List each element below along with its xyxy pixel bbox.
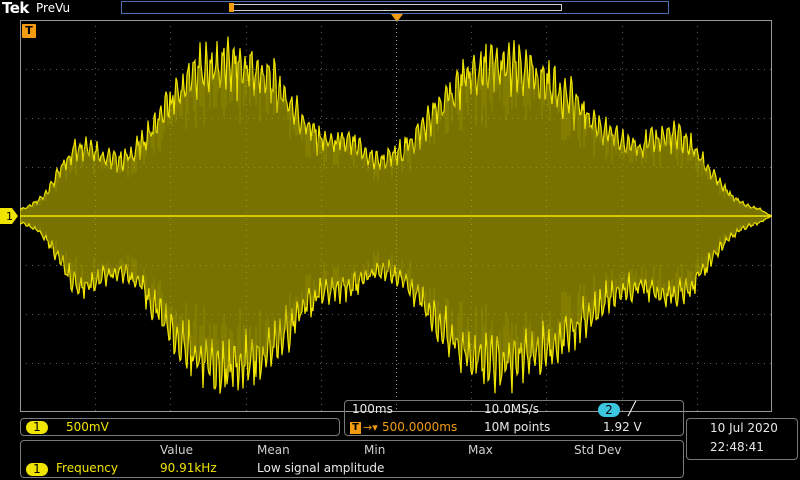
measurement-channel-badge[interactable]: 1 — [26, 463, 48, 476]
waveform-graticule[interactable] — [20, 20, 772, 412]
sample-rate-value: 10.0MS/s — [484, 402, 539, 416]
horizontal-trigger-panel[interactable] — [344, 400, 684, 436]
record-overview-bar[interactable] — [121, 1, 669, 14]
measurement-header-value: Value — [160, 443, 193, 457]
brand-logo: Tek — [2, 0, 29, 17]
timebase-value: 100ms — [352, 402, 393, 416]
measurement-header-min: Min — [364, 443, 386, 457]
time-display: 22:48:41 — [710, 440, 764, 454]
status-bar: Tek PreVu — [0, 0, 800, 17]
channel-settings-panel[interactable] — [20, 418, 340, 436]
measurement-panel[interactable] — [20, 440, 684, 478]
record-length-value: 10M points — [484, 420, 551, 434]
delay-trigger-icon: T — [350, 422, 361, 434]
rising-edge-icon: ╱ — [628, 402, 636, 417]
measurement-header-max: Max — [468, 443, 493, 457]
date-display: 10 Jul 2020 — [710, 421, 778, 435]
ch1-ground-marker[interactable]: 1 — [0, 208, 18, 224]
record-trigger-marker — [229, 3, 234, 12]
ch1-waveform — [20, 36, 772, 394]
ch1-badge[interactable]: 1 — [26, 421, 48, 434]
measurement-header-mean: Mean — [257, 443, 290, 457]
measurement-name[interactable]: Frequency — [56, 461, 118, 475]
clock-panel — [686, 418, 798, 460]
delay-arrow-icon: →▾ — [363, 421, 378, 434]
trigger-source-badge[interactable]: 2 — [598, 403, 620, 417]
trigger-level-value: 1.92 V — [603, 420, 642, 434]
measurement-header-std-dev: Std Dev — [574, 443, 622, 457]
trigger-position-marker[interactable] — [391, 14, 403, 22]
trigger-time-marker[interactable]: T — [22, 24, 36, 38]
measurement-value: 90.91kHz — [160, 461, 217, 475]
acquisition-mode: PreVu — [36, 1, 71, 15]
measurement-status: Low signal amplitude — [257, 461, 385, 475]
trigger-delay-value: 500.0000ms — [382, 420, 458, 434]
record-view-window[interactable] — [231, 4, 562, 11]
ch1-vertical-scale: 500mV — [66, 420, 109, 434]
ch1-marker-label: 1 — [6, 210, 13, 223]
